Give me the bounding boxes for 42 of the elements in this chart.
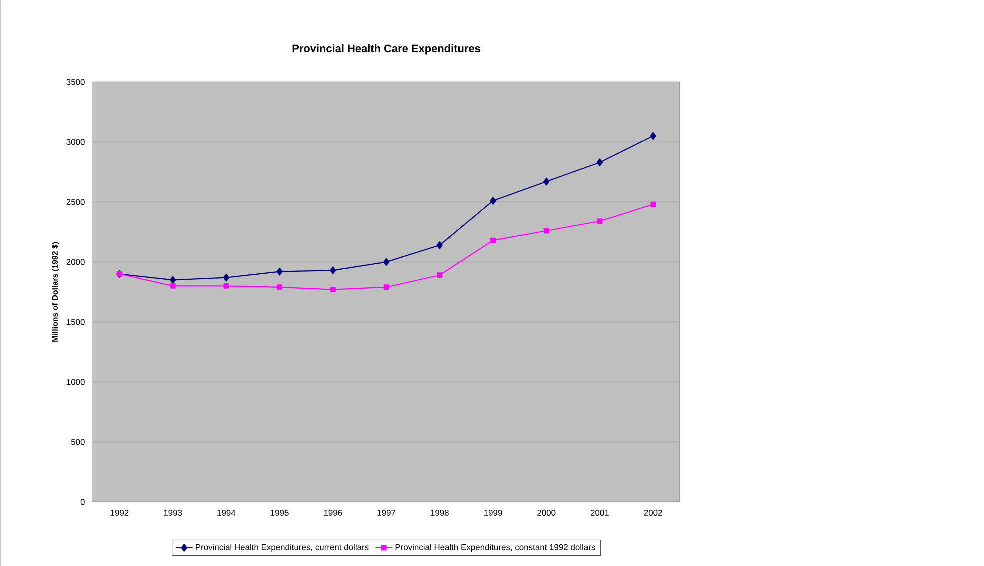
x-tick-label: 1994 <box>218 510 236 516</box>
legend-label: Provincial Health Expenditures, current dollars <box>196 544 369 552</box>
y-tick-label: 3500 <box>66 79 85 85</box>
point <box>330 266 336 274</box>
x-tick-label: 2001 <box>590 510 609 516</box>
point <box>597 218 603 224</box>
point <box>490 196 496 205</box>
y-tick-label: 500 <box>71 439 85 445</box>
point <box>330 286 336 292</box>
x-tick-label: 1999 <box>484 510 502 516</box>
legend-label: Provincial Health Expenditures, constant 1992 dollars <box>396 544 596 552</box>
x-tick-label: 1992 <box>110 510 129 516</box>
point <box>436 241 443 250</box>
point <box>490 238 496 244</box>
point <box>276 268 283 276</box>
point <box>170 276 176 284</box>
point <box>277 284 283 290</box>
x-tick-label: 1997 <box>378 510 396 516</box>
point <box>437 272 443 278</box>
point <box>544 228 550 234</box>
x-tick-label: 1993 <box>164 510 182 516</box>
point <box>383 258 390 266</box>
x-tick-label: 2002 <box>644 510 662 516</box>
point <box>224 283 230 289</box>
y-tick-label: 3000 <box>66 139 85 145</box>
point <box>384 284 390 290</box>
point <box>650 132 656 140</box>
x-tick-label: 1998 <box>431 510 449 516</box>
x-tick-label: 1996 <box>324 510 342 516</box>
point <box>223 274 230 282</box>
point <box>650 202 656 208</box>
chart-title: Provincial Health Care Expenditures <box>292 44 480 54</box>
x-tick-label: 2000 <box>538 510 556 516</box>
point <box>596 158 604 166</box>
y-tick-label: 0 <box>80 499 85 505</box>
x-tick-label: 1995 <box>271 510 289 516</box>
point <box>170 283 176 289</box>
y-tick-label: 1500 <box>67 319 85 325</box>
y-tick-label: 2500 <box>66 199 85 205</box>
point <box>544 178 550 186</box>
y-tick-label: 1000 <box>67 379 85 385</box>
y-tick-label: 2000 <box>66 259 85 265</box>
